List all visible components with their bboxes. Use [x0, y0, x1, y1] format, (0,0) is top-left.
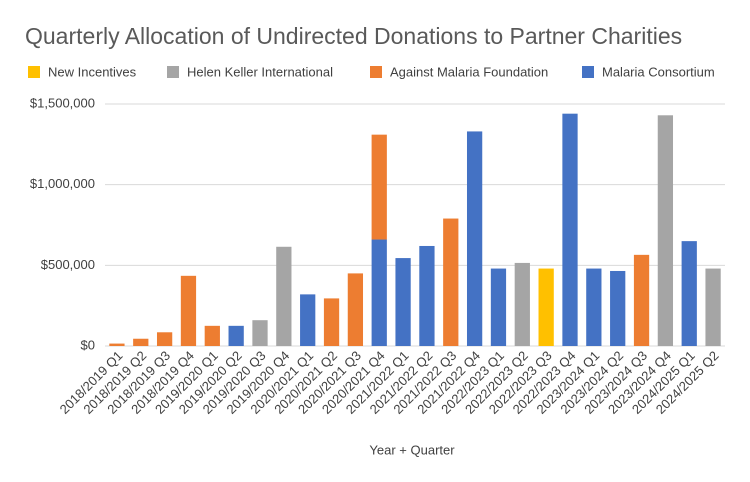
bar: [204, 325, 220, 346]
bar: [109, 343, 125, 346]
legend-swatch: [582, 66, 594, 78]
bar: [514, 262, 530, 346]
y-tick-label: $1,500,000: [30, 95, 95, 110]
bar: [323, 298, 340, 346]
bar: [395, 258, 411, 346]
bar: [371, 134, 387, 240]
bar: [610, 270, 626, 346]
legend-label: Malaria Consortium: [602, 64, 715, 79]
bar: [276, 246, 292, 346]
bar: [490, 268, 507, 346]
x-axis-title: Year + Quarter: [369, 442, 455, 457]
bar: [705, 268, 721, 346]
y-tick-label: $0: [81, 337, 95, 352]
bar: [133, 338, 149, 346]
legend-label: New Incentives: [48, 64, 137, 79]
y-tick-label: $1,000,000: [30, 176, 95, 191]
bar: [657, 115, 674, 346]
bar: [347, 273, 364, 346]
chart-title: Quarterly Allocation of Undirected Donat…: [25, 23, 682, 49]
legend-swatch: [370, 66, 382, 78]
legend-label: Helen Keller International: [187, 64, 333, 79]
bar: [156, 332, 173, 346]
legend-swatch: [167, 66, 179, 78]
bar: [228, 325, 244, 346]
bar: [586, 268, 602, 346]
bar: [371, 239, 387, 346]
bar: [180, 275, 197, 346]
bar: [419, 245, 435, 346]
bar: [562, 113, 578, 347]
y-tick-label: $500,000: [41, 257, 95, 272]
bar: [252, 320, 268, 346]
bar: [300, 294, 316, 346]
bar: [681, 241, 697, 346]
legend-swatch: [28, 66, 40, 78]
bar: [538, 268, 554, 346]
legend-label: Against Malaria Foundation: [390, 64, 548, 79]
bar: [466, 131, 483, 346]
bar: [633, 254, 650, 346]
bar: [443, 218, 459, 346]
